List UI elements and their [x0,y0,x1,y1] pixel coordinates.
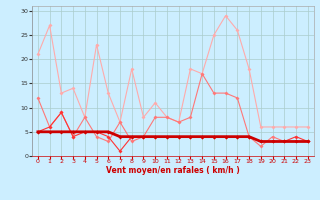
X-axis label: Vent moyen/en rafales ( km/h ): Vent moyen/en rafales ( km/h ) [106,166,240,175]
